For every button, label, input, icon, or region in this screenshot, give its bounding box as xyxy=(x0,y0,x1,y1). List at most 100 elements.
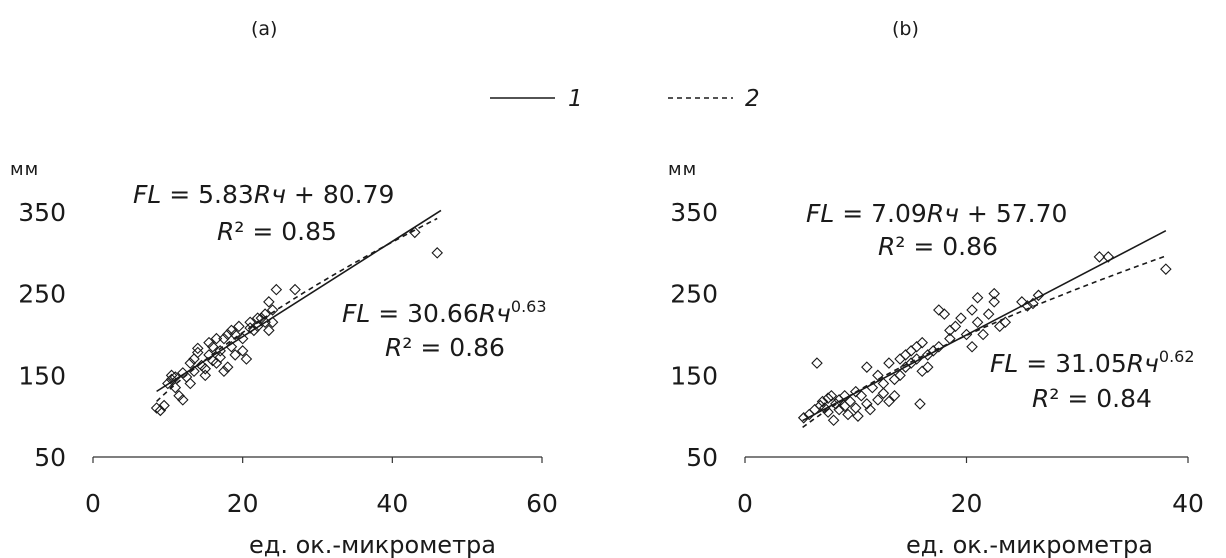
panel-b-x-ticks: 0 20 40 xyxy=(737,457,1204,518)
data-point xyxy=(894,369,906,382)
data-point xyxy=(236,345,249,357)
data-point xyxy=(971,291,984,304)
panel-a-linear-fit xyxy=(156,209,442,393)
panel-b-label: (b) xyxy=(892,18,919,40)
data-point xyxy=(838,389,851,402)
y-tick-label: 150 xyxy=(670,361,718,390)
panel-b-linear-fit xyxy=(802,229,1167,422)
data-point xyxy=(218,332,230,345)
data-point xyxy=(191,346,204,359)
data-point xyxy=(899,349,912,361)
y-tick-label: 350 xyxy=(670,198,718,227)
data-point xyxy=(1160,263,1172,275)
data-point xyxy=(833,403,845,416)
panel-b-points xyxy=(797,251,1172,427)
data-point xyxy=(861,361,873,373)
data-point xyxy=(999,316,1012,329)
data-point xyxy=(982,308,995,320)
data-point xyxy=(921,361,934,373)
panel-a-linear-equation: FL = 5.83Rч + 80.79 xyxy=(133,180,394,209)
data-point xyxy=(270,283,283,296)
data-point xyxy=(248,324,260,337)
data-point xyxy=(822,392,834,404)
data-point xyxy=(966,340,978,353)
x-tick-label: 20 xyxy=(951,489,983,518)
data-point xyxy=(1102,251,1115,263)
data-point xyxy=(199,363,212,375)
data-point xyxy=(233,320,245,333)
panel-b-x-label: ед. ок.-микрометра xyxy=(906,531,1153,558)
panel-a-label: (a) xyxy=(251,18,277,40)
data-point xyxy=(199,369,212,382)
data-point xyxy=(883,395,895,408)
panel-b-y-ticks: 50 150 250 350 xyxy=(670,198,718,472)
data-point xyxy=(822,406,834,418)
data-point xyxy=(988,287,1000,300)
data-point xyxy=(877,377,890,390)
data-point xyxy=(933,304,945,316)
data-point xyxy=(852,410,864,422)
y-tick-label: 350 xyxy=(18,198,66,227)
data-point xyxy=(169,371,182,383)
data-point xyxy=(938,308,951,320)
data-point xyxy=(971,316,984,329)
data-point xyxy=(177,394,189,406)
data-point xyxy=(883,357,895,369)
y-tick-label: 150 xyxy=(18,361,66,390)
panel-a-power-r2: R² = 0.86 xyxy=(385,333,505,362)
panel-a-y-unit: мм xyxy=(10,159,39,180)
data-point xyxy=(864,403,876,416)
data-point xyxy=(797,412,810,424)
data-point xyxy=(184,357,197,369)
data-point xyxy=(949,320,962,333)
panel-a: (a) мм 0 20 40 60 50 150 250 350 FL = 5.83Rч +… xyxy=(10,18,558,558)
x-tick-label: 20 xyxy=(227,489,259,518)
data-point xyxy=(877,387,890,400)
data-point xyxy=(218,365,230,378)
data-point xyxy=(816,395,829,408)
data-point xyxy=(910,340,923,353)
data-point xyxy=(206,340,219,353)
data-point xyxy=(916,336,928,349)
data-point xyxy=(842,408,854,421)
data-point xyxy=(158,399,170,412)
data-point xyxy=(221,328,234,341)
panel-b-y-unit: мм xyxy=(668,159,697,180)
data-point xyxy=(154,404,167,417)
data-point xyxy=(229,349,241,361)
data-point xyxy=(916,365,928,378)
data-point xyxy=(827,414,840,427)
x-tick-label: 60 xyxy=(526,489,558,518)
panel-a-points xyxy=(150,226,444,417)
data-point xyxy=(1093,251,1106,263)
panel-b-power-fit xyxy=(802,255,1167,429)
data-point xyxy=(409,226,421,239)
panel-b-power-r2: R² = 0.84 xyxy=(1032,384,1152,413)
data-point xyxy=(966,304,978,316)
y-tick-label: 50 xyxy=(34,443,66,472)
data-point xyxy=(191,342,204,355)
data-point xyxy=(221,361,234,373)
data-point xyxy=(263,296,275,308)
data-point xyxy=(259,308,271,320)
data-point xyxy=(905,345,917,357)
panel-a-power-equation: FL = 30.66Rч0.63 xyxy=(342,297,547,328)
data-point xyxy=(165,373,178,386)
panel-a-x-label: ед. ок.-микрометра xyxy=(249,531,496,558)
data-point xyxy=(861,398,873,410)
data-point xyxy=(169,381,182,394)
data-point xyxy=(236,332,249,345)
data-point xyxy=(855,389,868,402)
data-point xyxy=(184,377,197,390)
data-point xyxy=(210,332,223,345)
x-tick-label: 40 xyxy=(1172,489,1204,518)
y-tick-label: 250 xyxy=(18,280,66,309)
data-point xyxy=(1032,289,1045,302)
data-point xyxy=(825,389,838,402)
panel-a-y-ticks: 50 150 250 350 xyxy=(18,198,66,472)
data-point xyxy=(872,394,884,406)
data-point xyxy=(214,351,226,364)
data-point xyxy=(165,369,178,382)
data-point xyxy=(977,328,989,341)
